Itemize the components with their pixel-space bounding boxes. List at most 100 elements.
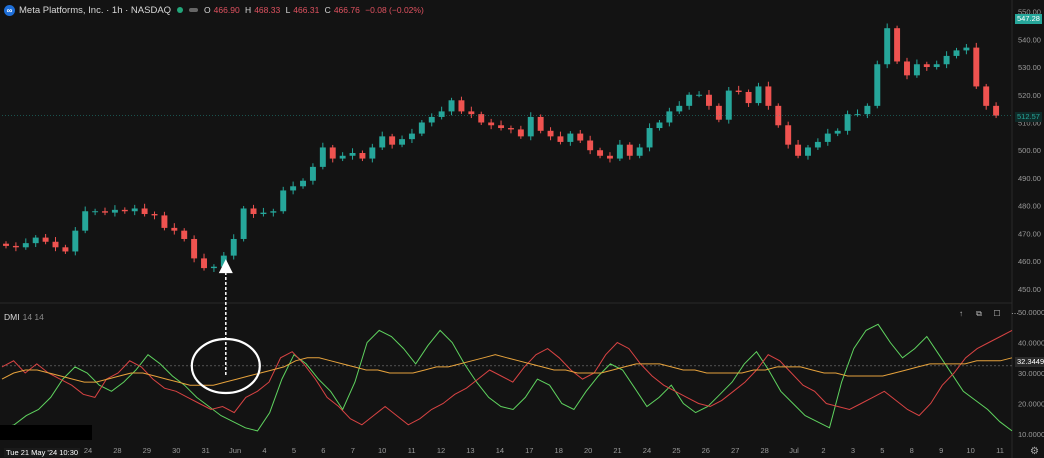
- time-tick-label: 10: [966, 446, 974, 455]
- candle-body: [52, 241, 59, 248]
- price-tick-label: 490.00: [1018, 174, 1041, 183]
- time-tick-label: 24: [643, 446, 651, 455]
- gear-icon[interactable]: ⚙: [1030, 446, 1039, 457]
- indicator-legend[interactable]: DMI 14 14: [4, 312, 44, 322]
- candle-body: [993, 105, 1000, 116]
- indicator-toolbar: ↑ ⧉ ☐ ⋯: [956, 309, 1020, 319]
- candle-body: [656, 122, 663, 129]
- candle-body: [983, 86, 990, 106]
- top-price-tag: 547.28: [1015, 14, 1042, 24]
- candle-body: [904, 61, 910, 76]
- time-tick-label: 5: [880, 446, 884, 455]
- candle-body: [448, 100, 455, 112]
- candle-body: [577, 133, 584, 141]
- time-tick-label: 10: [378, 446, 386, 455]
- time-tick-label: 12: [437, 446, 445, 455]
- time-tick-label: 3: [851, 446, 855, 455]
- candle-body: [696, 94, 703, 96]
- market-open-dot-icon: [177, 7, 184, 13]
- candle-body: [864, 105, 871, 115]
- indicator-name: DMI: [4, 312, 20, 322]
- price-tick-label: 510.00: [1018, 118, 1041, 127]
- candle-body: [597, 150, 604, 156]
- candle-body: [359, 153, 366, 159]
- candle-body: [795, 144, 802, 156]
- candle-body: [785, 125, 792, 145]
- symbol-title[interactable]: Meta Platforms, Inc. · 1h · NASDAQ: [19, 4, 172, 16]
- time-tick-label: 25: [672, 446, 680, 455]
- candle-body: [329, 147, 336, 159]
- candle-body: [171, 227, 178, 231]
- candle-body: [913, 64, 920, 76]
- candle-body: [646, 128, 653, 148]
- candle-body: [280, 190, 287, 212]
- time-tick-label: 9: [939, 446, 943, 455]
- time-tick-label: 31: [202, 446, 210, 455]
- candle-body: [884, 28, 891, 65]
- candle-body: [62, 247, 69, 252]
- time-tick-label: 21: [613, 446, 621, 455]
- dmi-tick-label: 40.0000: [1018, 339, 1044, 348]
- price-tick-label: 550.00: [1018, 8, 1041, 17]
- candle-body: [507, 128, 514, 130]
- candle-body: [537, 116, 544, 131]
- more-options-pill-icon[interactable]: [189, 8, 199, 12]
- move-up-icon[interactable]: ↑: [959, 309, 963, 318]
- candle-body: [725, 90, 732, 120]
- candle-body: [636, 147, 643, 156]
- time-tick-label: 7: [351, 446, 355, 455]
- time-tick-label: 18: [555, 446, 563, 455]
- candle-body: [745, 91, 752, 104]
- candle-body: [894, 28, 901, 62]
- time-tick-label: 11: [408, 446, 416, 455]
- candle-body: [943, 55, 950, 65]
- symbol-header[interactable]: ∞ Meta Platforms, Inc. · 1h · NASDAQ O 46…: [4, 3, 427, 17]
- candle-body: [973, 47, 980, 87]
- price-tick-label: 450.00: [1018, 285, 1041, 294]
- candle-body: [438, 111, 445, 117]
- time-tick-label: 14: [496, 446, 504, 455]
- candle-body: [102, 211, 108, 213]
- candle-body: [32, 237, 39, 244]
- copy-icon[interactable]: ⧉: [976, 309, 982, 318]
- candle-body: [428, 116, 435, 123]
- candle-body: [418, 122, 425, 134]
- ohlc-values: O 466.90 H 468.33 L 466.31 C 466.76 −0.08 (−…: [204, 5, 424, 15]
- candle-body: [92, 211, 99, 213]
- candle-body: [408, 133, 415, 140]
- candle-body: [349, 153, 356, 156]
- candle-body: [369, 147, 376, 159]
- candle-body: [22, 243, 29, 248]
- candle-body: [676, 105, 683, 112]
- candle-body: [814, 141, 821, 148]
- meta-logo-icon: ∞: [4, 4, 15, 16]
- candle-body: [933, 64, 940, 68]
- dmi-tick-label: 30.0000: [1018, 369, 1044, 378]
- candle-body: [230, 238, 237, 256]
- candle-body: [854, 114, 861, 116]
- time-tick-label: 30: [172, 446, 180, 455]
- time-tick-label: Jun: [229, 446, 241, 455]
- dmi-tick-label: 10.0000: [1018, 430, 1044, 439]
- more-icon[interactable]: ⋯: [1011, 309, 1019, 318]
- time-tick-label: 27: [731, 446, 739, 455]
- candle-body: [151, 214, 158, 216]
- candle-body: [240, 208, 247, 239]
- candle-body: [606, 155, 613, 159]
- candle-body: [498, 125, 505, 129]
- candle-body: [478, 114, 485, 123]
- candle-body: [616, 144, 623, 159]
- candle-body: [755, 86, 762, 104]
- candle-body: [210, 266, 217, 269]
- candle-body: [319, 147, 326, 167]
- time-tick-label: 20: [584, 446, 592, 455]
- candle-body: [953, 50, 960, 56]
- time-tick-label: 5: [292, 446, 296, 455]
- maximize-icon[interactable]: ☐: [993, 309, 1001, 318]
- candle-body: [141, 208, 148, 215]
- crosshair-time-label: Tue 21 May '24 10:30: [4, 448, 81, 457]
- candle-body: [339, 155, 346, 159]
- price-tick-label: 480.00: [1018, 202, 1041, 211]
- candle-body: [191, 238, 198, 259]
